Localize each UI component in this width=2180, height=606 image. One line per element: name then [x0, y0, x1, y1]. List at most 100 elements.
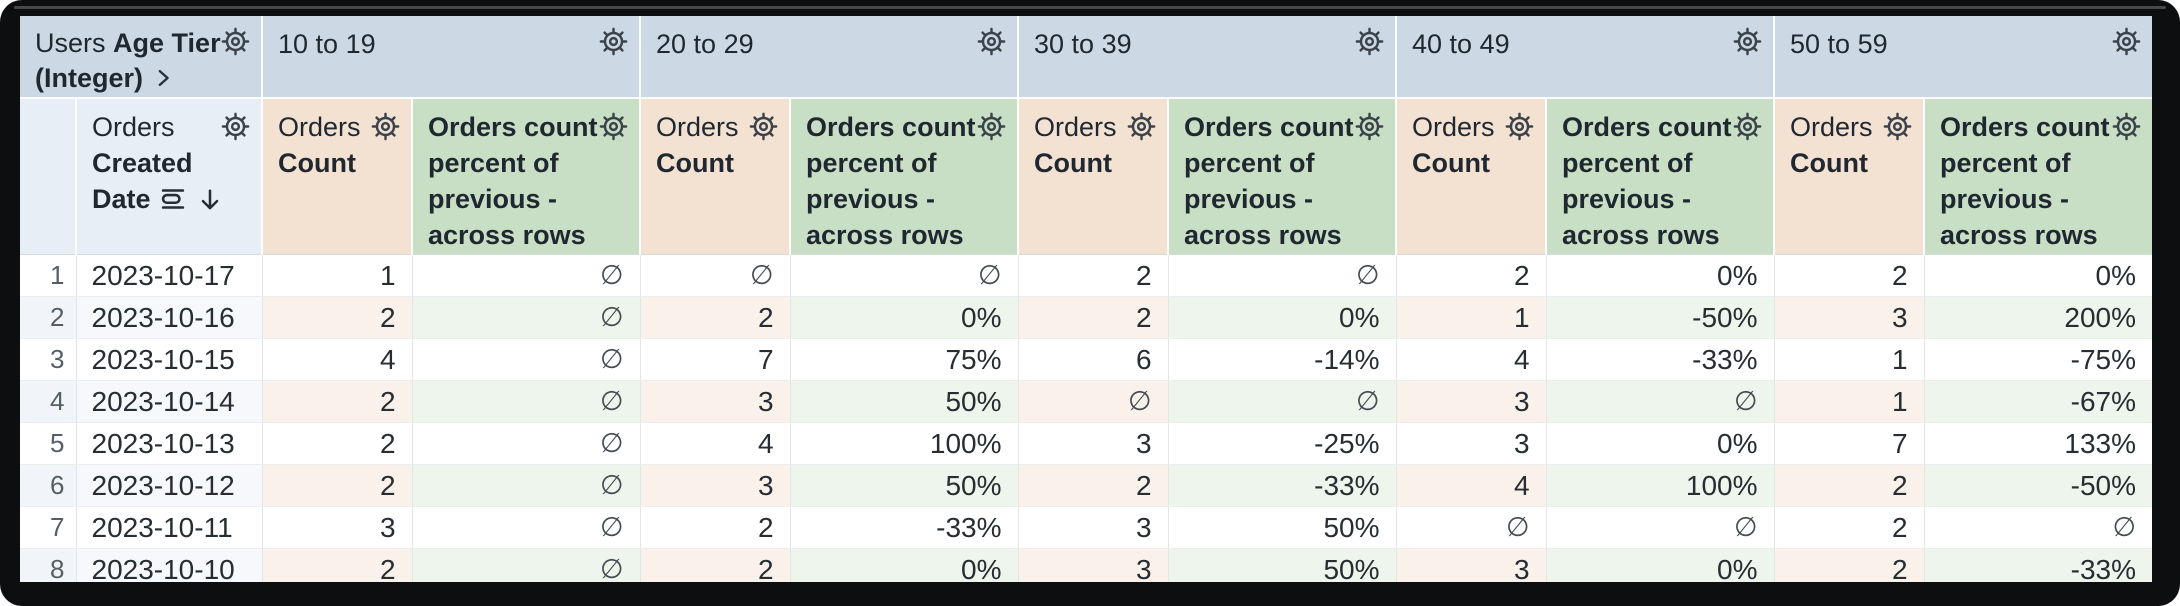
- cell-percent-of-previous[interactable]: 0%: [1168, 296, 1397, 339]
- pivot-tier-header-50-59[interactable]: 50 to 59: [1774, 16, 2152, 99]
- cell-orders-count[interactable]: 4: [640, 422, 791, 465]
- cell-percent-of-previous[interactable]: 133%: [1924, 422, 2152, 465]
- cell-orders-count[interactable]: 3: [1396, 380, 1547, 423]
- gear-icon[interactable]: [976, 26, 1007, 57]
- cell-orders-count[interactable]: 3: [640, 380, 791, 423]
- gear-icon[interactable]: [220, 26, 251, 57]
- cell-percent-of-previous[interactable]: -50%: [1546, 296, 1775, 339]
- cell-percent-of-previous[interactable]: -25%: [1168, 422, 1397, 465]
- cell-percent-of-previous[interactable]: 50%: [790, 380, 1019, 423]
- cell-created-date[interactable]: 2023-10-14: [76, 380, 263, 423]
- cell-orders-count[interactable]: ∅: [1018, 380, 1169, 423]
- cell-orders-count[interactable]: 7: [1774, 422, 1925, 465]
- cell-percent-of-previous[interactable]: 75%: [790, 338, 1019, 381]
- cell-orders-count[interactable]: 2: [1774, 464, 1925, 507]
- cell-orders-count[interactable]: 3: [262, 506, 413, 549]
- percent-of-previous-header[interactable]: Orders count percent of previous - acros…: [412, 98, 642, 255]
- cell-orders-count[interactable]: 2: [1018, 254, 1169, 297]
- cell-percent-of-previous[interactable]: ∅: [412, 380, 641, 423]
- cell-percent-of-previous[interactable]: 100%: [790, 422, 1019, 465]
- cell-orders-count[interactable]: 2: [640, 548, 791, 582]
- cell-orders-count[interactable]: 3: [1396, 548, 1547, 582]
- cell-orders-count[interactable]: 2: [1018, 296, 1169, 339]
- cell-percent-of-previous[interactable]: 200%: [1924, 296, 2152, 339]
- cell-orders-count[interactable]: 3: [640, 464, 791, 507]
- cell-percent-of-previous[interactable]: ∅: [790, 254, 1019, 297]
- gear-icon[interactable]: [2111, 26, 2142, 57]
- cell-created-date[interactable]: 2023-10-13: [76, 422, 263, 465]
- cell-percent-of-previous[interactable]: 0%: [1924, 254, 2152, 297]
- cell-percent-of-previous[interactable]: ∅: [412, 464, 641, 507]
- gear-icon[interactable]: [1882, 111, 1913, 142]
- orders-count-header[interactable]: Orders Count: [1018, 98, 1170, 255]
- percent-of-previous-header[interactable]: Orders count percent of previous - acros…: [1924, 98, 2152, 255]
- orders-count-header[interactable]: Orders Count: [640, 98, 792, 255]
- cell-created-date[interactable]: 2023-10-11: [76, 506, 263, 549]
- cell-percent-of-previous[interactable]: 0%: [790, 296, 1019, 339]
- cell-created-date[interactable]: 2023-10-12: [76, 464, 263, 507]
- cell-orders-count[interactable]: 1: [262, 254, 413, 297]
- orders-count-header[interactable]: Orders Count: [1396, 98, 1548, 255]
- cell-percent-of-previous[interactable]: 0%: [1546, 422, 1775, 465]
- cell-percent-of-previous[interactable]: ∅: [412, 338, 641, 381]
- orders-count-header[interactable]: Orders Count: [1774, 98, 1926, 255]
- cell-orders-count[interactable]: ∅: [640, 254, 791, 297]
- pivot-tier-header-20-29[interactable]: 20 to 29: [640, 16, 1020, 99]
- gear-icon[interactable]: [1126, 111, 1157, 142]
- cell-orders-count[interactable]: 2: [262, 380, 413, 423]
- gear-icon[interactable]: [1504, 111, 1535, 142]
- cell-created-date[interactable]: 2023-10-16: [76, 296, 263, 339]
- pivot-tier-header-40-49[interactable]: 40 to 49: [1396, 16, 1776, 99]
- cell-percent-of-previous[interactable]: ∅: [1924, 506, 2152, 549]
- percent-of-previous-header[interactable]: Orders count percent of previous - acros…: [790, 98, 1020, 255]
- sort-descending-arrow-icon[interactable]: [197, 187, 223, 213]
- cell-percent-of-previous[interactable]: 0%: [1546, 548, 1775, 582]
- cell-orders-count[interactable]: 4: [1396, 338, 1547, 381]
- gear-icon[interactable]: [370, 111, 401, 142]
- cell-percent-of-previous[interactable]: 50%: [1168, 506, 1397, 549]
- percent-of-previous-header[interactable]: Orders count percent of previous - acros…: [1546, 98, 1776, 255]
- cell-orders-count[interactable]: 2: [1774, 548, 1925, 582]
- gear-icon[interactable]: [220, 111, 251, 142]
- cell-percent-of-previous[interactable]: ∅: [412, 506, 641, 549]
- cell-percent-of-previous[interactable]: -33%: [1546, 338, 1775, 381]
- cell-percent-of-previous[interactable]: ∅: [1546, 506, 1775, 549]
- cell-percent-of-previous[interactable]: 0%: [790, 548, 1019, 582]
- cell-orders-count[interactable]: 1: [1774, 380, 1925, 423]
- cell-percent-of-previous[interactable]: 50%: [790, 464, 1019, 507]
- cell-orders-count[interactable]: 2: [262, 464, 413, 507]
- pivot-dimension-header[interactable]: Users Age Tier (Integer): [20, 16, 264, 99]
- cell-orders-count[interactable]: 2: [262, 548, 413, 582]
- cell-percent-of-previous[interactable]: ∅: [412, 548, 641, 582]
- cell-orders-count[interactable]: 2: [1396, 254, 1547, 297]
- pivot-tier-header-30-39[interactable]: 30 to 39: [1018, 16, 1398, 99]
- cell-percent-of-previous[interactable]: -75%: [1924, 338, 2152, 381]
- cell-percent-of-previous[interactable]: -67%: [1924, 380, 2152, 423]
- gear-icon[interactable]: [598, 111, 629, 142]
- cell-percent-of-previous[interactable]: ∅: [412, 422, 641, 465]
- gear-icon[interactable]: [1732, 111, 1763, 142]
- cell-orders-count[interactable]: 4: [1396, 464, 1547, 507]
- cell-percent-of-previous[interactable]: -33%: [1924, 548, 2152, 582]
- cell-orders-count[interactable]: 2: [640, 296, 791, 339]
- cell-orders-count[interactable]: 3: [1018, 506, 1169, 549]
- percent-of-previous-header[interactable]: Orders count percent of previous - acros…: [1168, 98, 1398, 255]
- cell-orders-count[interactable]: 2: [1774, 506, 1925, 549]
- cell-orders-count[interactable]: ∅: [1396, 506, 1547, 549]
- cell-orders-count[interactable]: 2: [262, 296, 413, 339]
- gear-icon[interactable]: [976, 111, 1007, 142]
- chevron-right-icon[interactable]: [152, 67, 174, 89]
- row-dimension-header[interactable]: Orders Created Date: [76, 98, 264, 255]
- cell-orders-count[interactable]: 3: [1396, 422, 1547, 465]
- cell-percent-of-previous[interactable]: -14%: [1168, 338, 1397, 381]
- cell-percent-of-previous[interactable]: 100%: [1546, 464, 1775, 507]
- cell-percent-of-previous[interactable]: -33%: [1168, 464, 1397, 507]
- cell-orders-count[interactable]: 4: [262, 338, 413, 381]
- cell-orders-count[interactable]: 2: [1018, 464, 1169, 507]
- cell-percent-of-previous[interactable]: -50%: [1924, 464, 2152, 507]
- gear-icon[interactable]: [1354, 26, 1385, 57]
- cell-orders-count[interactable]: 6: [1018, 338, 1169, 381]
- cell-orders-count[interactable]: 1: [1774, 338, 1925, 381]
- gear-icon[interactable]: [1732, 26, 1763, 57]
- cell-percent-of-previous[interactable]: ∅: [412, 296, 641, 339]
